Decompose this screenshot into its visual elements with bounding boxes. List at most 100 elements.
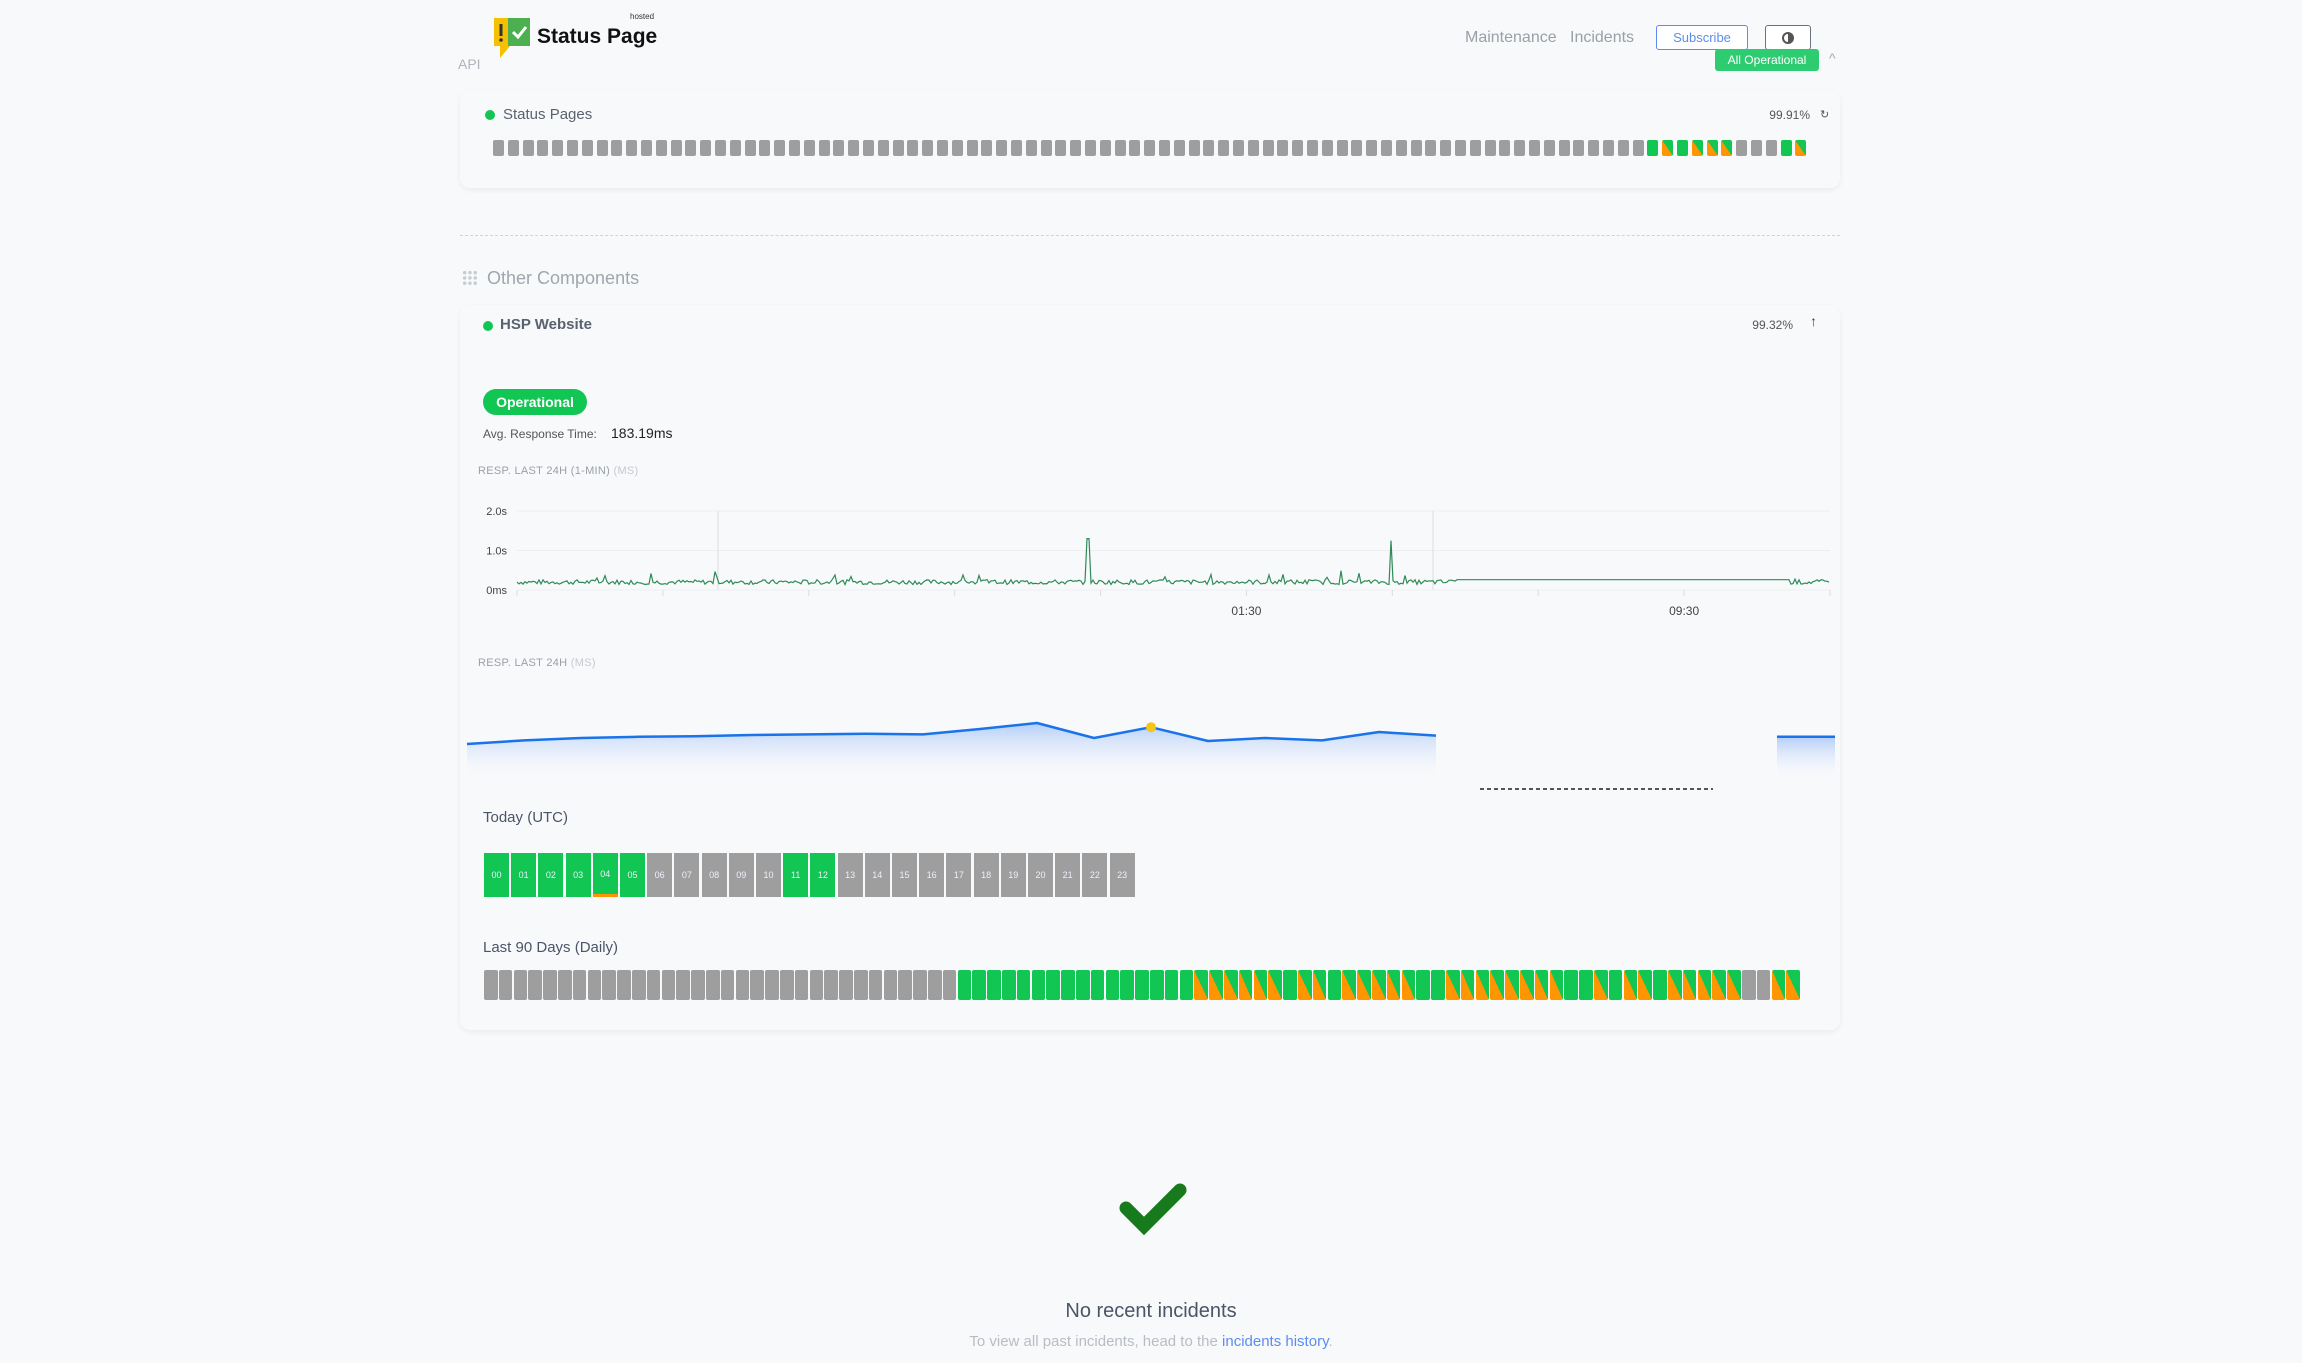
day-bar[interactable] — [1529, 140, 1540, 156]
day-bar[interactable] — [863, 140, 874, 156]
day-bar[interactable] — [1623, 970, 1638, 1000]
day-bar[interactable] — [1342, 970, 1356, 1000]
day-bar[interactable] — [676, 970, 690, 1000]
day-bar[interactable] — [928, 970, 942, 1000]
day-bar[interactable] — [1499, 140, 1511, 156]
day-bar[interactable] — [1588, 140, 1600, 156]
day-bar[interactable] — [1277, 140, 1289, 156]
arrow-up-icon[interactable]: ↑ — [1810, 313, 1817, 329]
day-bar[interactable] — [854, 970, 868, 1000]
day-bar[interactable] — [543, 970, 557, 1000]
day-bar[interactable] — [1446, 970, 1460, 1000]
day-bar[interactable] — [1416, 970, 1430, 1000]
hour-bar[interactable]: 13 — [837, 853, 863, 897]
hour-bar[interactable]: 17 — [946, 853, 972, 897]
day-bar[interactable] — [1425, 140, 1437, 156]
day-bar[interactable] — [957, 970, 972, 1000]
day-bar[interactable] — [1786, 970, 1800, 1000]
day-bar[interactable] — [809, 970, 824, 1000]
day-bar[interactable] — [537, 140, 549, 156]
day-bar[interactable] — [1534, 970, 1549, 1000]
day-bar[interactable] — [1410, 140, 1422, 156]
day-bar[interactable] — [513, 970, 528, 1000]
day-bar[interactable] — [942, 970, 957, 1000]
api-link[interactable]: API — [458, 56, 481, 72]
day-bar[interactable] — [715, 140, 726, 156]
day-bar[interactable] — [1395, 140, 1407, 156]
day-bar[interactable] — [1061, 970, 1075, 1000]
day-bar[interactable] — [1002, 970, 1016, 1000]
day-bar[interactable] — [1469, 140, 1481, 156]
day-bar[interactable] — [1120, 970, 1134, 1000]
day-bar[interactable] — [1475, 970, 1490, 1000]
hour-bar[interactable]: 23 — [1109, 853, 1135, 897]
incidents-history-link[interactable]: incidents history — [1222, 1333, 1329, 1350]
day-bar[interactable] — [1218, 140, 1230, 156]
day-bar[interactable] — [839, 970, 853, 1000]
day-bar[interactable] — [966, 140, 978, 156]
day-bar[interactable] — [1460, 970, 1475, 1000]
hour-bar[interactable]: 16 — [919, 853, 945, 897]
day-bar[interactable] — [507, 140, 519, 156]
day-bar[interactable] — [1247, 140, 1259, 156]
logo[interactable]: Status Page hosted — [490, 12, 660, 61]
day-bar[interactable] — [1025, 140, 1037, 156]
day-bar[interactable] — [1653, 970, 1667, 1000]
hour-bar[interactable]: 05 — [620, 853, 645, 897]
day-bar[interactable] — [1203, 140, 1215, 156]
day-bar[interactable] — [1697, 970, 1712, 1000]
hour-bar[interactable]: 00 — [484, 853, 509, 897]
day-bar[interactable] — [498, 970, 513, 1000]
day-bar[interactable] — [1268, 970, 1282, 1000]
day-bar[interactable] — [1321, 140, 1333, 156]
day-bar[interactable] — [1144, 140, 1156, 156]
day-bar[interactable] — [1366, 140, 1378, 156]
day-bar[interactable] — [706, 970, 720, 1000]
day-bar[interactable] — [824, 970, 838, 1000]
hour-bar[interactable]: 07 — [674, 853, 700, 897]
day-bar[interactable] — [1312, 970, 1327, 1000]
day-bar[interactable] — [1055, 140, 1067, 156]
day-bar[interactable] — [833, 140, 845, 156]
day-bar[interactable] — [907, 140, 919, 156]
hour-bar[interactable]: 08 — [701, 853, 727, 897]
day-bar[interactable] — [602, 970, 616, 1000]
hour-bar[interactable]: 09 — [728, 853, 754, 897]
hour-bar[interactable]: 19 — [1000, 853, 1026, 897]
hour-bar[interactable]: 21 — [1055, 853, 1081, 897]
day-bar[interactable] — [765, 970, 779, 1000]
day-bar[interactable] — [868, 970, 883, 1000]
day-bar[interactable] — [1016, 970, 1031, 1000]
nav-maintenance[interactable]: Maintenance — [1465, 29, 1557, 46]
hour-bar[interactable]: 06 — [647, 853, 673, 897]
day-bar[interactable] — [1431, 970, 1445, 1000]
day-bar[interactable] — [780, 970, 794, 1000]
day-bar[interactable] — [1514, 140, 1526, 156]
hour-bar[interactable]: 18 — [973, 853, 999, 897]
day-bar[interactable] — [848, 140, 860, 156]
day-bar[interactable] — [1076, 970, 1090, 1000]
day-bar[interactable] — [759, 140, 771, 156]
hour-bar[interactable]: 12 — [810, 853, 836, 897]
day-bar[interactable] — [937, 140, 948, 156]
day-bar[interactable] — [587, 970, 602, 1000]
hour-bar[interactable]: 10 — [756, 853, 781, 897]
day-bar[interactable] — [528, 970, 542, 1000]
day-bar[interactable] — [1771, 970, 1786, 1000]
day-bar[interactable] — [1662, 140, 1674, 156]
day-bar[interactable] — [744, 140, 756, 156]
day-bar[interactable] — [750, 970, 764, 1000]
day-bar[interactable] — [1164, 970, 1179, 1000]
day-bar[interactable] — [1712, 970, 1726, 1000]
day-bar[interactable] — [1209, 970, 1223, 1000]
day-bar[interactable] — [1682, 970, 1697, 1000]
day-bar[interactable] — [1173, 140, 1185, 156]
day-bar[interactable] — [1505, 970, 1519, 1000]
day-bar[interactable] — [567, 140, 578, 156]
day-bar[interactable] — [1549, 970, 1564, 1000]
day-bar[interactable] — [1668, 970, 1682, 1000]
day-bar[interactable] — [596, 140, 608, 156]
hour-bar[interactable]: 22 — [1082, 853, 1108, 897]
day-bar[interactable] — [1608, 970, 1623, 1000]
chevron-up-icon[interactable]: ^ — [1829, 50, 1836, 66]
